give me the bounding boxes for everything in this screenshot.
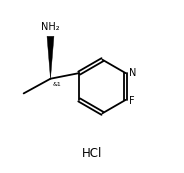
Polygon shape	[47, 36, 54, 79]
Text: HCl: HCl	[82, 147, 102, 161]
Text: F: F	[129, 96, 135, 106]
Text: N: N	[129, 68, 137, 78]
Text: &1: &1	[53, 82, 61, 87]
Text: NH₂: NH₂	[41, 22, 60, 32]
